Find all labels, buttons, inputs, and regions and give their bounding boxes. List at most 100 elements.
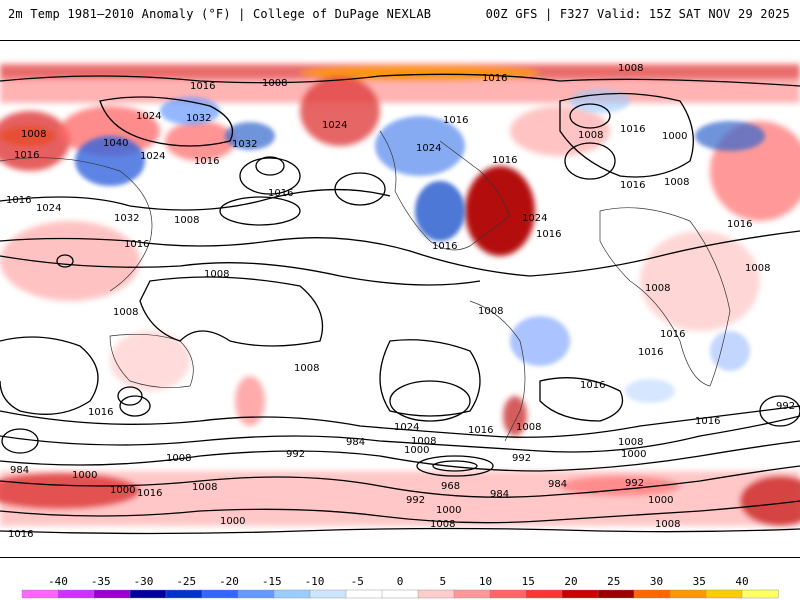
colorbar-swatch — [453, 589, 491, 599]
isobar-label: 1016 — [492, 155, 517, 166]
isobar-label: 1008 — [174, 215, 199, 226]
isobar-label: 992 — [625, 478, 644, 489]
isobars — [0, 73, 800, 535]
colorbar-tick-label: -5 — [350, 575, 364, 588]
isobar-labels: 1008 1016 1008 1024 1032 1016 1040 1024 … — [6, 63, 770, 530]
model-run-valid-time: 00Z GFS | F327 Valid: 15Z SAT NOV 29 202… — [485, 7, 790, 21]
isobar-label: 1016 — [124, 239, 149, 250]
colorbar-swatch — [633, 589, 671, 599]
isobar-label: 1008 — [516, 422, 541, 433]
colorbar-tick-label: 40 — [735, 575, 749, 588]
product-title: 2m Temp 1981–2010 Anomaly (°F) | College… — [8, 7, 432, 21]
colorbar-swatch — [705, 589, 743, 599]
isobar-label: 1016 — [580, 380, 605, 391]
colorbar-swatch — [417, 589, 455, 599]
isobar-label: 1008 — [618, 63, 643, 74]
isobar-label: 1032 — [232, 139, 257, 150]
isobar-label: 1032 — [114, 213, 139, 224]
warm-anomaly-shading — [0, 63, 800, 526]
colorbar-swatch — [381, 589, 419, 599]
colorbar-tick-label: 0 — [396, 575, 404, 588]
isobar-label: 1016 — [137, 488, 162, 499]
isobar-label: 1016 — [638, 347, 663, 358]
colorbar-swatch — [273, 589, 311, 599]
isobar-label: 1024 — [36, 203, 61, 214]
isobar-label: 1016 — [620, 124, 645, 135]
isobar-label: 1008 — [578, 130, 603, 141]
header: 2m Temp 1981–2010 Anomaly (°F) | College… — [0, 0, 800, 40]
isobar-label: 1000 — [436, 505, 461, 516]
colorbar — [21, 589, 779, 599]
colorbar-tick-label: -40 — [48, 575, 68, 588]
coastlines — [0, 130, 731, 442]
colorbar-tick-labels: -40 -35 -30 -25 -20 -15 -10 -5 0 5 10 15 20 25 30 35 40 — [0, 575, 800, 589]
colorbar-tick-label: 35 — [692, 575, 706, 588]
colorbar-swatch — [129, 589, 167, 599]
isobar-label: 984 — [10, 465, 29, 476]
isobar-label: 1032 — [186, 113, 211, 124]
isobar-label: 984 — [490, 489, 509, 500]
svg-text:1016: 1016 — [8, 529, 33, 540]
isobar-label: 1008 — [262, 78, 287, 89]
isobar-label: 1016 — [727, 219, 752, 230]
colorbar-swatch — [93, 589, 131, 599]
isobar-label: 1016 — [14, 150, 39, 161]
isobar-label: 1024 — [394, 422, 419, 433]
colorbar-tick-label: 5 — [439, 575, 447, 588]
isobar-label: 1000 — [662, 131, 687, 142]
isobar-label: 1008 — [192, 482, 217, 493]
isobar-label: 1000 — [648, 495, 673, 506]
colorbar-swatch — [237, 589, 275, 599]
isobar-label: 992 — [406, 495, 425, 506]
isobar-label: 992 — [512, 453, 531, 464]
colorbar-swatch — [597, 589, 635, 599]
svg-text:992: 992 — [776, 401, 795, 412]
isobar-label: 1016 — [443, 115, 468, 126]
colorbar-swatch — [525, 589, 563, 599]
outer-labels: 1016 992 1016 1016 — [8, 329, 795, 540]
isobar-label: 1000 — [72, 470, 97, 481]
colorbar-tick-label: 10 — [478, 575, 493, 588]
colorbar-tick-label: -10 — [304, 575, 325, 588]
svg-text:1016: 1016 — [695, 416, 720, 427]
cold-anomaly-shading — [75, 89, 765, 403]
isobar-label: 1000 — [220, 516, 245, 527]
colorbar-tick-label: 20 — [564, 575, 578, 588]
colorbar-tick-label: -35 — [90, 575, 111, 588]
isobar-label: 1000 — [621, 449, 646, 460]
isobar-label: 1016 — [482, 73, 507, 84]
isobar-label: 1008 — [645, 283, 670, 294]
isobar-label: 1040 — [103, 138, 128, 149]
isobar-label: 984 — [346, 437, 365, 448]
isobar-label: 1016 — [268, 188, 293, 199]
isobar-label: 1024 — [416, 143, 441, 154]
colorbar-tick-label: -30 — [133, 575, 154, 588]
colorbar-swatch — [165, 589, 203, 599]
colorbar-swatch — [561, 589, 599, 599]
colorbar-swatch — [21, 589, 59, 599]
isobar-label: 1000 — [404, 445, 429, 456]
isobar-label: 1016 — [88, 407, 113, 418]
isobar-label: 1008 — [618, 437, 643, 448]
colorbar-swatch — [201, 589, 239, 599]
isobar-label: 1008 — [294, 363, 319, 374]
isobar-label: 1024 — [140, 151, 165, 162]
isobar-label: 1008 — [478, 306, 503, 317]
colorbar-swatch — [57, 589, 95, 599]
isobar-label: 1008 — [655, 519, 680, 530]
colorbar-swatch — [741, 589, 779, 599]
colorbar-swatch — [669, 589, 707, 599]
isobar-label: 1008 — [411, 436, 436, 447]
isobar-label: 984 — [548, 479, 567, 490]
isobar-label: 1008 — [430, 519, 455, 530]
isobar-label: 1016 — [6, 195, 31, 206]
svg-text:1016: 1016 — [660, 329, 685, 340]
colorbar-swatch — [489, 589, 527, 599]
isobar-label: 992 — [286, 449, 305, 460]
colorbar-tick-label: 25 — [607, 575, 621, 588]
isobar-label: 1016 — [432, 241, 457, 252]
isobar-label: 1000 — [110, 485, 135, 496]
isobar-label: 1008 — [166, 453, 191, 464]
map-canvas: 1008 1016 1008 1024 1032 1016 1040 1024 … — [0, 63, 800, 540]
isobar-label: 1008 — [204, 269, 229, 280]
